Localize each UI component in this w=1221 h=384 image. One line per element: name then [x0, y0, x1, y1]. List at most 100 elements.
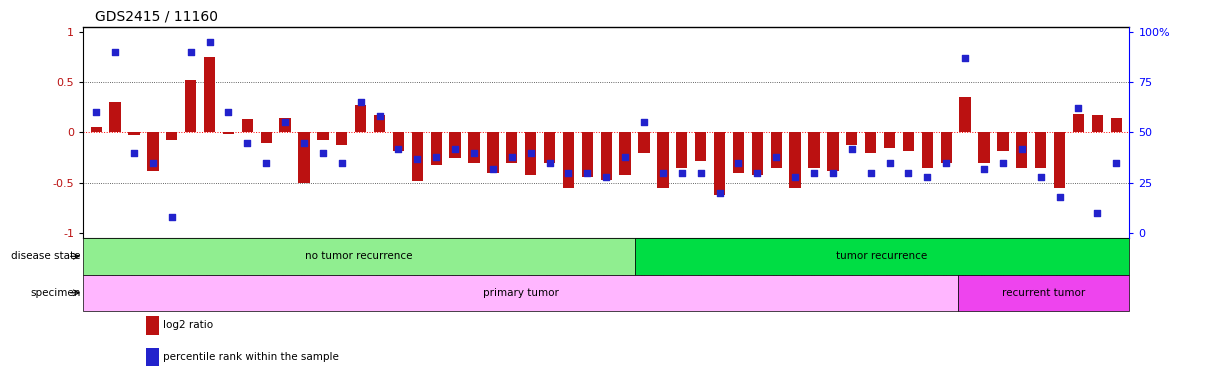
Bar: [563, 132, 574, 188]
Bar: [145, 348, 160, 366]
Point: [672, 170, 691, 176]
Point: [823, 170, 842, 176]
Bar: [374, 115, 386, 132]
Point: [917, 174, 937, 180]
Bar: [222, 132, 234, 134]
Bar: [827, 132, 839, 171]
Point: [974, 166, 994, 172]
Point: [1050, 194, 1070, 200]
Bar: [884, 132, 895, 147]
Bar: [808, 132, 819, 168]
Point: [370, 113, 389, 119]
Text: primary tumor: primary tumor: [482, 288, 558, 298]
Point: [181, 49, 200, 55]
Point: [578, 170, 597, 176]
Point: [521, 149, 541, 156]
Bar: [635, 238, 1129, 275]
Point: [464, 149, 484, 156]
Bar: [601, 132, 612, 180]
Bar: [83, 275, 958, 311]
Point: [1031, 174, 1050, 180]
Bar: [128, 132, 139, 136]
Bar: [752, 132, 763, 175]
Bar: [83, 238, 635, 275]
Bar: [148, 132, 159, 171]
Bar: [411, 132, 422, 181]
Point: [238, 139, 258, 146]
Bar: [317, 132, 328, 139]
Point: [502, 154, 521, 160]
Bar: [1092, 115, 1103, 132]
Bar: [1054, 132, 1065, 188]
Point: [861, 170, 880, 176]
Point: [1068, 105, 1088, 111]
Text: recurrent tumor: recurrent tumor: [1002, 288, 1085, 298]
Point: [691, 170, 711, 176]
Point: [634, 119, 653, 126]
Bar: [978, 132, 990, 163]
Bar: [864, 132, 877, 152]
Bar: [431, 132, 442, 165]
Bar: [355, 105, 366, 132]
Point: [105, 49, 125, 55]
Point: [388, 146, 408, 152]
Bar: [581, 132, 593, 177]
Bar: [846, 132, 857, 144]
Point: [125, 149, 144, 156]
Text: disease state: disease state: [11, 251, 81, 262]
Bar: [393, 132, 404, 151]
Bar: [998, 132, 1009, 151]
Bar: [922, 132, 933, 168]
Bar: [733, 132, 744, 173]
Point: [350, 99, 370, 105]
Point: [767, 154, 786, 160]
Point: [540, 160, 559, 166]
Point: [1106, 160, 1126, 166]
Point: [993, 160, 1012, 166]
Point: [1088, 210, 1107, 216]
Bar: [657, 132, 669, 188]
Bar: [204, 57, 215, 132]
Bar: [1035, 132, 1046, 168]
Bar: [543, 132, 556, 163]
Bar: [469, 132, 480, 163]
Bar: [902, 132, 915, 151]
Bar: [940, 132, 952, 163]
Bar: [790, 132, 801, 188]
Point: [200, 39, 220, 45]
Point: [332, 160, 352, 166]
Bar: [960, 97, 971, 132]
Point: [162, 214, 182, 220]
Point: [880, 160, 900, 166]
Bar: [619, 132, 631, 175]
Bar: [676, 132, 687, 168]
Point: [276, 119, 295, 126]
Bar: [186, 80, 197, 132]
Point: [596, 174, 615, 180]
Bar: [487, 132, 498, 173]
Point: [256, 160, 276, 166]
Point: [484, 166, 503, 172]
Point: [937, 160, 956, 166]
Text: specimen: specimen: [31, 288, 81, 298]
Bar: [714, 132, 725, 195]
Bar: [770, 132, 781, 168]
Bar: [298, 132, 310, 183]
Bar: [166, 132, 177, 139]
Bar: [242, 119, 253, 132]
Bar: [90, 127, 101, 132]
Bar: [280, 118, 291, 132]
Point: [87, 109, 106, 116]
Point: [219, 109, 238, 116]
Bar: [110, 102, 121, 132]
Point: [446, 146, 465, 152]
Point: [294, 139, 314, 146]
Point: [805, 170, 824, 176]
Text: no tumor recurrence: no tumor recurrence: [305, 251, 413, 262]
Bar: [336, 132, 348, 144]
Bar: [639, 132, 650, 152]
Text: log2 ratio: log2 ratio: [162, 320, 212, 330]
Text: tumor recurrence: tumor recurrence: [836, 251, 928, 262]
Bar: [958, 275, 1129, 311]
Point: [955, 55, 974, 61]
